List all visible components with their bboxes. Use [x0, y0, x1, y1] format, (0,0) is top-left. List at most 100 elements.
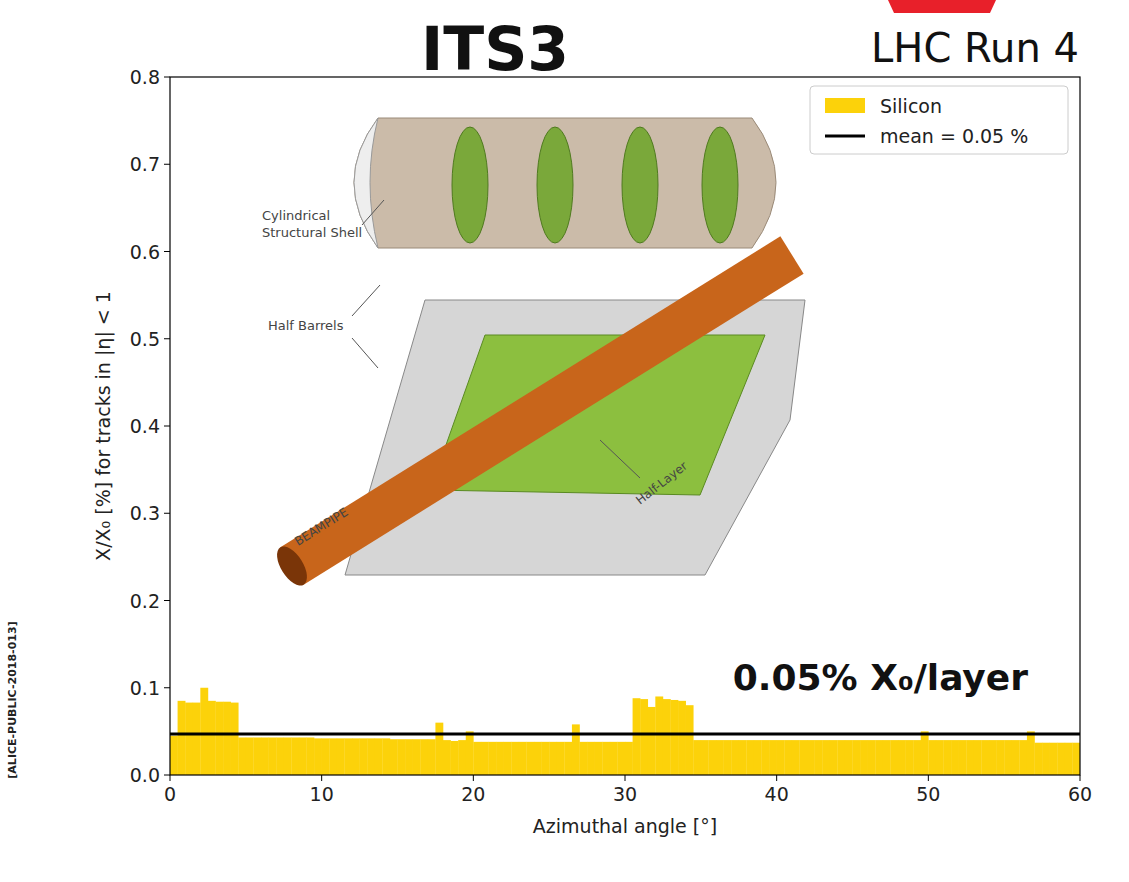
bar — [504, 742, 512, 775]
bar — [731, 740, 739, 775]
bar — [466, 731, 474, 775]
bar — [420, 739, 428, 775]
bar — [223, 702, 231, 775]
bar — [799, 740, 807, 775]
y-tick-label: 0.8 — [130, 66, 160, 88]
bar — [648, 707, 656, 775]
bar — [231, 703, 239, 775]
y-tick — [164, 687, 170, 688]
shell-layer — [702, 127, 738, 243]
bars — [170, 688, 1080, 775]
x-tick-label: 10 — [310, 783, 334, 805]
bar — [602, 742, 610, 775]
bar — [595, 742, 603, 775]
bar — [382, 738, 390, 775]
bar — [1004, 740, 1012, 775]
x-tick-label: 60 — [1068, 783, 1092, 805]
label-line: Cylindrical — [262, 208, 330, 223]
arrow — [352, 338, 378, 368]
y-tick — [164, 77, 170, 78]
bar — [837, 740, 845, 775]
y-axis-title: X/X₀ [%] for tracks in |η| < 1 — [92, 291, 115, 561]
bar — [473, 742, 481, 775]
bar — [489, 742, 497, 775]
shell-layer — [622, 127, 658, 243]
bar — [178, 701, 186, 775]
x-tick-label: 30 — [613, 783, 637, 805]
label-half-layer: Half-Layer — [633, 459, 690, 508]
bar — [526, 742, 534, 775]
bar — [481, 742, 489, 775]
legend: Siliconmean = 0.05 % — [810, 86, 1068, 154]
bar — [246, 737, 254, 775]
bar — [663, 699, 671, 775]
bar — [617, 742, 625, 775]
bar — [208, 701, 216, 775]
bar — [580, 742, 588, 775]
barrel-body — [345, 300, 805, 575]
x-tick-label: 20 — [461, 783, 485, 805]
bar — [951, 740, 959, 775]
bar — [860, 740, 868, 775]
bar — [928, 740, 936, 775]
bar — [913, 740, 921, 775]
arrow — [352, 285, 380, 316]
bar — [458, 740, 466, 775]
bar — [549, 742, 557, 775]
label-shell: Cylindrical Structural Shell — [262, 208, 362, 240]
decor-tab — [888, 0, 996, 13]
bar — [322, 738, 330, 775]
bar — [572, 724, 580, 775]
bar — [435, 723, 443, 775]
bar — [443, 740, 451, 775]
bar — [678, 701, 686, 775]
label-line: Structural Shell — [262, 225, 362, 240]
bar — [944, 740, 952, 775]
beampipe-end — [271, 542, 313, 591]
bar — [451, 741, 459, 775]
bar — [398, 739, 406, 775]
shell-layer — [452, 127, 488, 243]
bar — [413, 739, 421, 775]
bar — [1065, 743, 1073, 775]
bar — [269, 737, 277, 775]
y-tick — [164, 251, 170, 252]
bar — [185, 703, 193, 775]
bar — [746, 740, 754, 775]
bar — [344, 738, 352, 775]
bar — [807, 740, 815, 775]
label-beampipe: BEAMPIPE — [292, 505, 350, 549]
y-tick-label: 0.3 — [130, 502, 160, 524]
y-tick-label: 0.1 — [130, 677, 160, 699]
bar — [1072, 743, 1080, 775]
bar — [769, 740, 777, 775]
bar — [587, 742, 595, 775]
x-tick-label: 40 — [765, 783, 789, 805]
y-tick — [164, 164, 170, 165]
bar — [284, 737, 292, 775]
label-half-barrels: Half Barrels — [268, 318, 344, 333]
bar — [170, 736, 178, 775]
bar — [921, 731, 929, 775]
bar — [792, 740, 800, 775]
x-tick-label: 0 — [164, 783, 176, 805]
bar — [997, 740, 1005, 775]
bar — [564, 742, 572, 775]
bar — [981, 740, 989, 775]
arrow — [362, 200, 384, 225]
y-tick — [164, 600, 170, 601]
bar — [777, 740, 785, 775]
bar — [830, 740, 838, 775]
bar — [238, 737, 246, 775]
frame — [170, 77, 1080, 775]
bar — [511, 742, 519, 775]
bar — [906, 740, 914, 775]
bar — [337, 738, 345, 775]
bar — [959, 740, 967, 775]
bar — [625, 742, 633, 775]
bar — [822, 740, 830, 775]
y-tick — [164, 338, 170, 339]
bar — [883, 740, 891, 775]
x-tick-label: 50 — [916, 783, 940, 805]
bar — [989, 740, 997, 775]
